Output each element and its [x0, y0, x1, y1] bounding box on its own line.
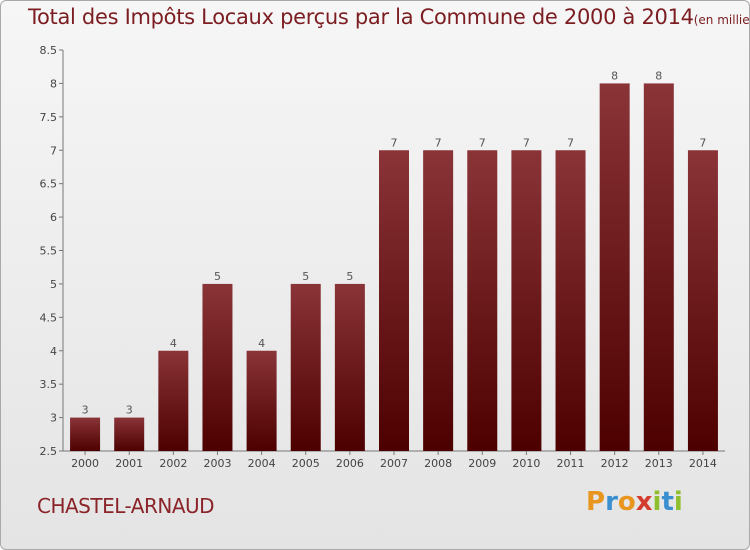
x-tick-label: 2001 [115, 457, 143, 470]
bar-value-label: 7 [523, 136, 530, 149]
bar-value-label: 8 [655, 69, 662, 82]
y-tick-label: 4.5 [40, 311, 58, 324]
y-tick-label: 5 [50, 278, 57, 291]
bar [467, 150, 498, 451]
x-tick-label: 2014 [689, 457, 717, 470]
logo-letter: o [617, 487, 636, 517]
logo-letter: P [586, 487, 606, 517]
x-tick-label: 2010 [512, 457, 540, 470]
y-tick-label: 8.5 [40, 44, 58, 57]
x-tick-label: 2013 [645, 457, 673, 470]
bar [202, 283, 233, 451]
bar-value-label: 7 [699, 136, 706, 149]
bar-value-label: 4 [258, 337, 265, 350]
bar [687, 150, 718, 451]
y-tick-label: 7.5 [40, 111, 58, 124]
x-tick-label: 2011 [557, 457, 585, 470]
bar [643, 83, 674, 452]
x-tick-label: 2005 [292, 457, 320, 470]
bar [114, 417, 145, 451]
bar-value-label: 4 [170, 337, 177, 350]
y-tick-label: 2.5 [40, 445, 58, 458]
commune-name: CHASTEL-ARNAUD [37, 494, 215, 518]
y-tick-label: 3 [50, 412, 57, 425]
y-tick-label: 6.5 [40, 178, 58, 191]
bar-value-label: 7 [391, 136, 398, 149]
bar-value-label: 7 [479, 136, 486, 149]
y-tick-label: 3.5 [40, 378, 58, 391]
x-tick-label: 2009 [468, 457, 496, 470]
x-tick-label: 2006 [336, 457, 364, 470]
bar-value-label: 5 [346, 270, 353, 283]
logo-letter: i [673, 487, 683, 517]
bar [555, 150, 586, 451]
x-tick-label: 2008 [424, 457, 452, 470]
chart-unit: (en milliers d'€) [693, 13, 750, 27]
title-row: Total des Impôts Locaux perçus par la Co… [28, 5, 750, 29]
bar [334, 283, 365, 451]
x-tick-label: 2012 [601, 457, 629, 470]
bar-value-label: 7 [435, 136, 442, 149]
y-tick-label: 5.5 [40, 245, 58, 258]
y-tick-label: 6 [50, 211, 57, 224]
bar-value-label: 3 [126, 404, 133, 417]
bar [423, 150, 454, 451]
bar [158, 350, 189, 451]
bar-value-label: 8 [611, 69, 618, 82]
bar [511, 150, 542, 451]
x-tick-label: 2004 [248, 457, 276, 470]
y-tick-label: 4 [50, 345, 57, 358]
bar-value-label: 3 [82, 404, 89, 417]
x-tick-label: 2003 [203, 457, 231, 470]
bar-value-label: 5 [302, 270, 309, 283]
bar-value-label: 5 [214, 270, 221, 283]
bar [70, 417, 101, 451]
x-tick-label: 2002 [159, 457, 187, 470]
bar-value-label: 7 [567, 136, 574, 149]
bar [599, 83, 630, 452]
proxiti-logo[interactable]: Proxiti [586, 487, 683, 517]
bar [379, 150, 409, 451]
logo-letter: r [605, 487, 618, 517]
logo-letter: x [635, 487, 653, 517]
y-tick-label: 8 [50, 77, 57, 90]
bar [290, 283, 321, 451]
y-tick-label: 7 [50, 144, 57, 157]
logo-letter: t [661, 487, 674, 517]
logo-letter: i [652, 487, 662, 517]
x-tick-label: 2007 [380, 457, 408, 470]
chart-title: Total des Impôts Locaux perçus par la Co… [28, 5, 694, 29]
x-tick-label: 2000 [71, 457, 99, 470]
bar [246, 350, 277, 451]
